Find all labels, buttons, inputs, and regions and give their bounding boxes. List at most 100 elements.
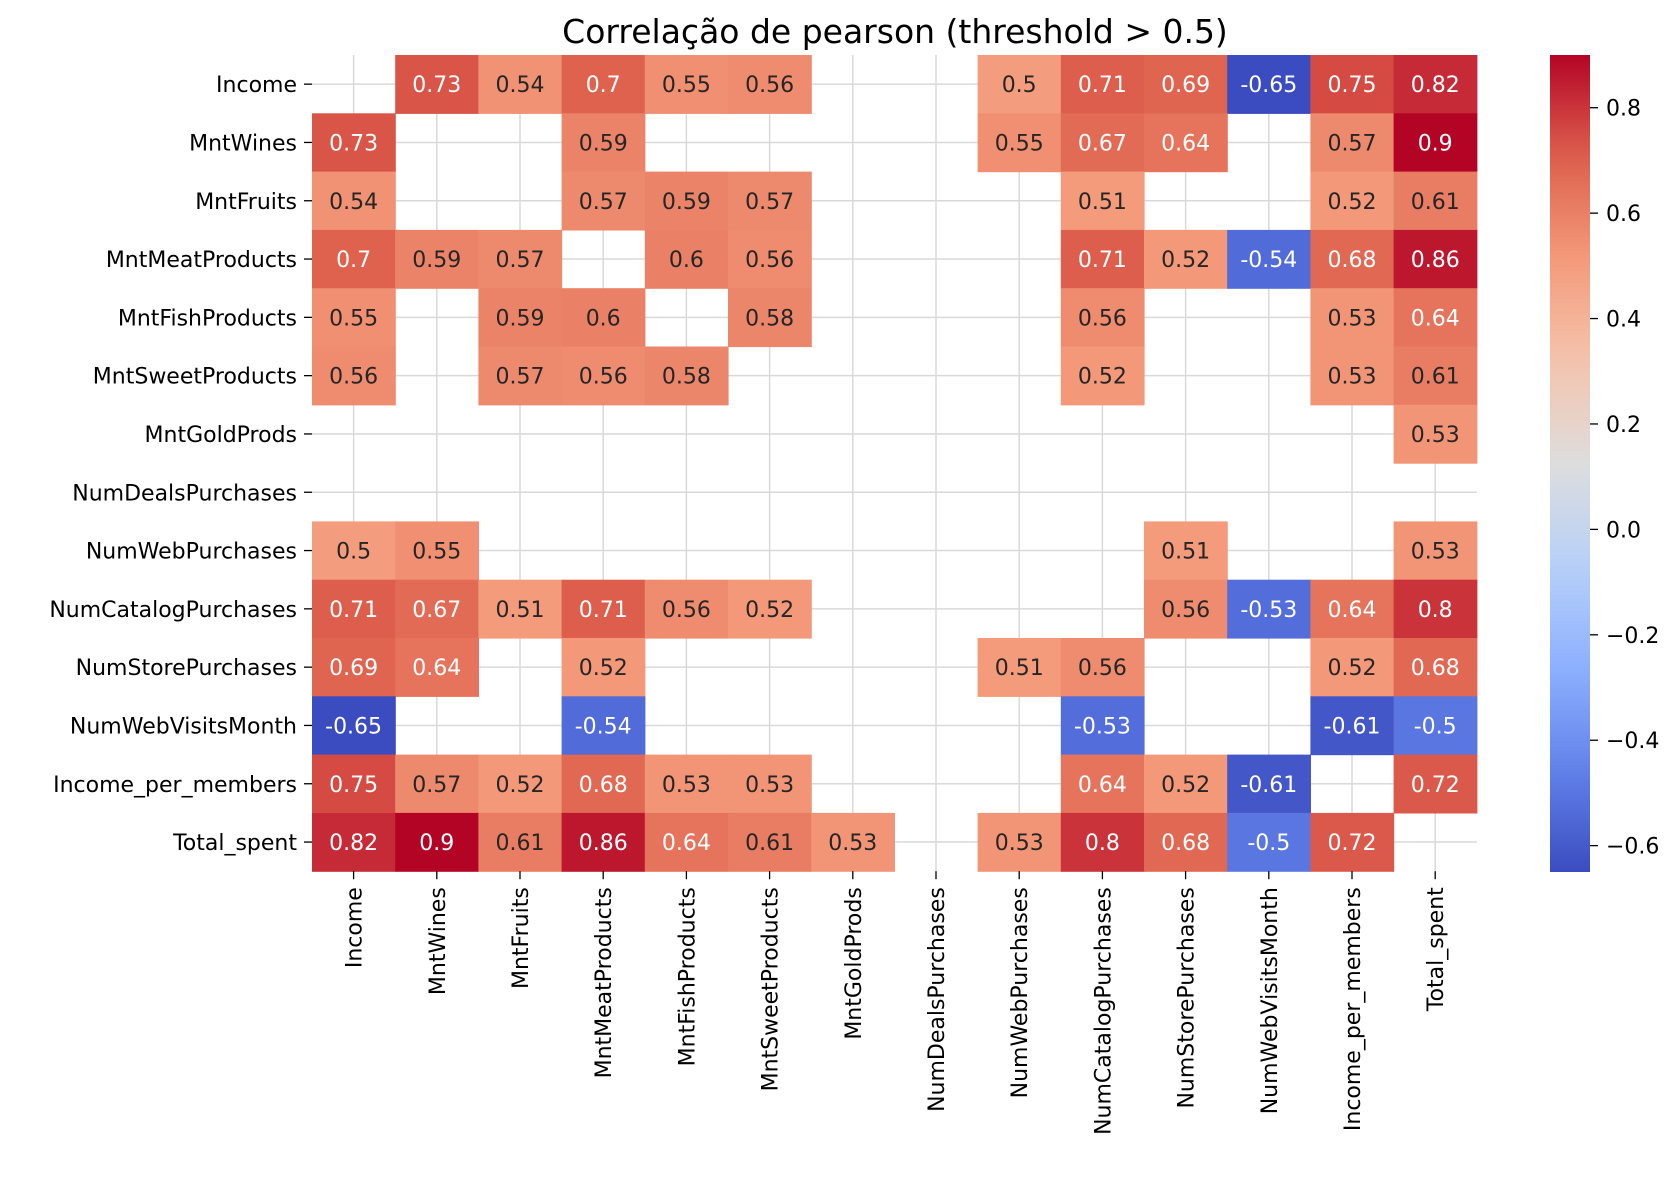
cell-value-label: 0.7 xyxy=(336,248,371,273)
cell-value-label: 0.69 xyxy=(1161,73,1210,98)
colorbar-tick-label: 0.0 xyxy=(1606,518,1641,543)
cell-value-label: 0.57 xyxy=(579,190,628,215)
cell-value-label: 0.57 xyxy=(496,248,545,273)
cell-value-label: 0.5 xyxy=(1002,73,1037,98)
heatmap-cell xyxy=(478,55,563,114)
cell-value-label: 0.52 xyxy=(1161,773,1210,798)
cell-value-label: 0.52 xyxy=(496,773,545,798)
heatmap-cell xyxy=(1310,171,1395,231)
cell-value-label: 0.53 xyxy=(1328,365,1377,390)
heatmap-cell xyxy=(977,812,1062,872)
heatmap-cell xyxy=(478,754,563,814)
heatmap-cell xyxy=(312,754,396,814)
cell-value-label: 0.8 xyxy=(1418,598,1453,623)
heatmap-cell xyxy=(1144,55,1228,114)
heatmap-cell xyxy=(1393,404,1478,464)
cell-value-label: 0.68 xyxy=(1161,831,1210,856)
cell-value-label: 0.56 xyxy=(1161,598,1210,623)
cell-value-label: 0.53 xyxy=(828,831,877,856)
colorbar-tick-label: 0.4 xyxy=(1606,308,1641,333)
heatmap-cell xyxy=(478,229,563,289)
heatmap-cell xyxy=(1393,113,1478,173)
cell-value-label: 0.82 xyxy=(329,831,378,856)
cell-value-label: 0.52 xyxy=(745,598,794,623)
heatmap-cell xyxy=(728,754,812,814)
cell-value-label: 0.6 xyxy=(586,306,621,331)
heatmap-cell xyxy=(1144,113,1228,173)
heatmap-cell xyxy=(561,579,646,639)
cell-value-label: 0.53 xyxy=(1411,540,1460,565)
cell-value-label: 0.75 xyxy=(1328,73,1377,98)
heatmap-cell xyxy=(1060,171,1145,231)
x-tick-label: Total_spent xyxy=(1424,887,1449,1012)
cell-labels: 0.73 0.54 0.7 0.55 0.56 0.5 0.71 0.69 -0.65 0.75 0… xyxy=(325,73,1460,856)
colorbar-gradient xyxy=(1550,55,1590,872)
cell-value-label: 0.67 xyxy=(1078,131,1127,156)
cell-value-label: 0.6 xyxy=(669,248,704,273)
heatmap-cell xyxy=(395,521,479,581)
cell-value-label: 0.9 xyxy=(419,831,454,856)
heatmap-cell xyxy=(1144,579,1228,639)
heatmap-cell xyxy=(312,113,396,173)
heatmap-cell xyxy=(1060,113,1145,173)
heatmap-cell xyxy=(312,288,396,348)
colorbar: 0.8 0.6 0.4 0.2 0.0 −0.2 −0.4 −0.6 xyxy=(1550,55,1659,872)
heatmap-cell xyxy=(1060,696,1145,756)
heatmap-cell xyxy=(312,696,396,756)
heatmap-cell xyxy=(728,812,812,872)
cell-value-label: 0.52 xyxy=(579,656,628,681)
cell-value-label: 0.73 xyxy=(412,73,461,98)
cell-value-label: 0.8 xyxy=(1085,831,1120,856)
cell-value-label: 0.52 xyxy=(1328,190,1377,215)
x-tick-label: NumDealsPurchases xyxy=(925,887,950,1112)
x-tick-label: MntFishProducts xyxy=(675,887,700,1066)
heatmap-cell xyxy=(1393,171,1478,231)
cell-value-label: 0.54 xyxy=(496,73,545,98)
heatmap-cell xyxy=(977,638,1062,697)
cell-value-label: -0.65 xyxy=(325,714,382,739)
cell-value-label: 0.56 xyxy=(329,365,378,390)
heatmap-cell xyxy=(1310,229,1395,289)
heatmap-cell xyxy=(811,812,895,872)
heatmap-cell xyxy=(1310,346,1395,406)
cell-value-label: 0.75 xyxy=(329,773,378,798)
y-tick-label: NumCatalogPurchases xyxy=(49,598,297,623)
colorbar-tick-label: 0.6 xyxy=(1606,202,1641,227)
heatmap-cell xyxy=(1144,812,1228,872)
cell-value-label: -0.54 xyxy=(1240,248,1297,273)
heatmap-cell xyxy=(395,579,479,639)
y-tick-label: MntFishProducts xyxy=(118,306,297,331)
x-tick-label: NumStorePurchases xyxy=(1175,887,1200,1108)
cell-value-label: 0.52 xyxy=(1328,656,1377,681)
heatmap-cell xyxy=(561,113,646,173)
cell-value-label: 0.53 xyxy=(745,773,794,798)
x-tick-label: MntGoldProds xyxy=(842,887,867,1039)
heatmap-cell xyxy=(644,579,729,639)
colorbar-tick-label: −0.6 xyxy=(1606,835,1659,860)
cell-value-label: 0.61 xyxy=(745,831,794,856)
x-tick-label: NumWebVisitsMonth xyxy=(1258,887,1283,1114)
cell-value-label: 0.64 xyxy=(1078,773,1127,798)
cell-value-label: 0.68 xyxy=(1411,656,1460,681)
heatmap-cell xyxy=(1227,812,1311,872)
heatmap-cell xyxy=(644,171,729,231)
heatmap-cell xyxy=(395,754,479,814)
x-tick-label: Income xyxy=(343,887,368,968)
cell-value-label: -0.61 xyxy=(1240,773,1297,798)
cell-value-label: 0.56 xyxy=(745,73,794,98)
cell-value-label: 0.51 xyxy=(496,598,545,623)
heatmap-cell xyxy=(1144,229,1228,289)
y-tick-label: MntFruits xyxy=(195,190,297,215)
heatmap-cell xyxy=(1060,55,1145,114)
heatmap-cell xyxy=(561,638,646,697)
heatmap-cells xyxy=(312,55,1478,872)
heatmap-cell xyxy=(1227,229,1311,289)
heatmap-cell xyxy=(478,812,563,872)
x-tick-label: NumCatalogPurchases xyxy=(1091,887,1116,1135)
cell-value-label: 0.61 xyxy=(1411,365,1460,390)
colorbar-tick-label: −0.4 xyxy=(1606,729,1659,754)
chart-title: Correlação de pearson (threshold > 0.5) xyxy=(562,12,1228,51)
cell-value-label: 0.71 xyxy=(1078,248,1127,273)
heatmap-cell xyxy=(1310,113,1395,173)
heatmap-cell xyxy=(478,288,563,348)
